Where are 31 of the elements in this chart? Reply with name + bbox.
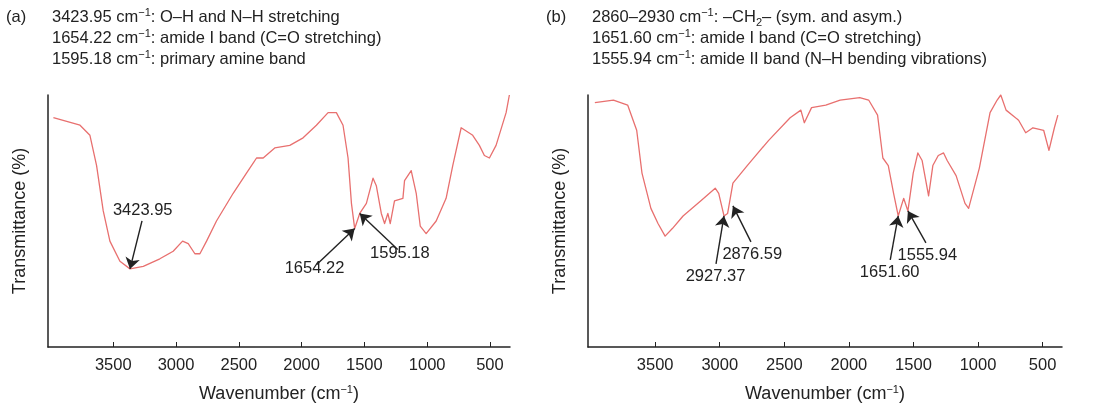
annotation: 3423.95 (112, 200, 173, 219)
x-tick-label: 3500 (636, 354, 674, 373)
x-tick-label: 1000 (959, 354, 997, 373)
annotation: 2927.37 (685, 266, 746, 285)
x-tick-label: 2000 (283, 354, 320, 373)
x-tick-label: 500 (476, 354, 504, 373)
annotation: 1555.94 (897, 245, 958, 264)
x-tick-label: 2500 (765, 354, 803, 373)
x-tick-label: 1500 (346, 354, 383, 373)
text: 1654.22 cm$^{−1}$: amide I band (C=O stretching) (52, 26, 382, 46)
annotation: 1654.22 (284, 257, 345, 276)
y-axis-title: Transmittance (%) (9, 147, 29, 295)
x-tick-label: 2500 (220, 354, 258, 373)
text: 2860–2930 cm$^{−1}$: –CH$_{2}$– (sym. and asym.) (592, 5, 903, 29)
text: 1651.60 cm$^{−1}$: amide I band (C=O stretching) (592, 26, 922, 46)
x-tick-label: 500 (1028, 354, 1057, 373)
annotation: 1595.18 (370, 242, 430, 261)
annotation: 1651.60 (859, 262, 920, 281)
x-tick-label: 3000 (701, 354, 739, 373)
x-tick-label: 1500 (895, 354, 932, 373)
chart-title: (b) (546, 6, 567, 27)
chart-title: (a) (6, 6, 27, 27)
text: 1595.18 cm$^{−1}$: primary amine band (52, 47, 306, 67)
text: 3423.95 cm$^{−1}$: O–H and N–H stretching (52, 5, 340, 25)
x-tick-label: 3000 (157, 354, 195, 373)
x-tick-label: 2000 (830, 354, 868, 373)
y-axis-title: Transmittance (%) (549, 147, 569, 295)
text: 1555.94 cm$^{−1}$: amide II band (N–H bending vibrations) (592, 47, 988, 67)
annotation: 2876.59 (722, 244, 783, 263)
x-tick-label: 1000 (408, 354, 446, 373)
x-tick-label: 3500 (94, 354, 132, 373)
